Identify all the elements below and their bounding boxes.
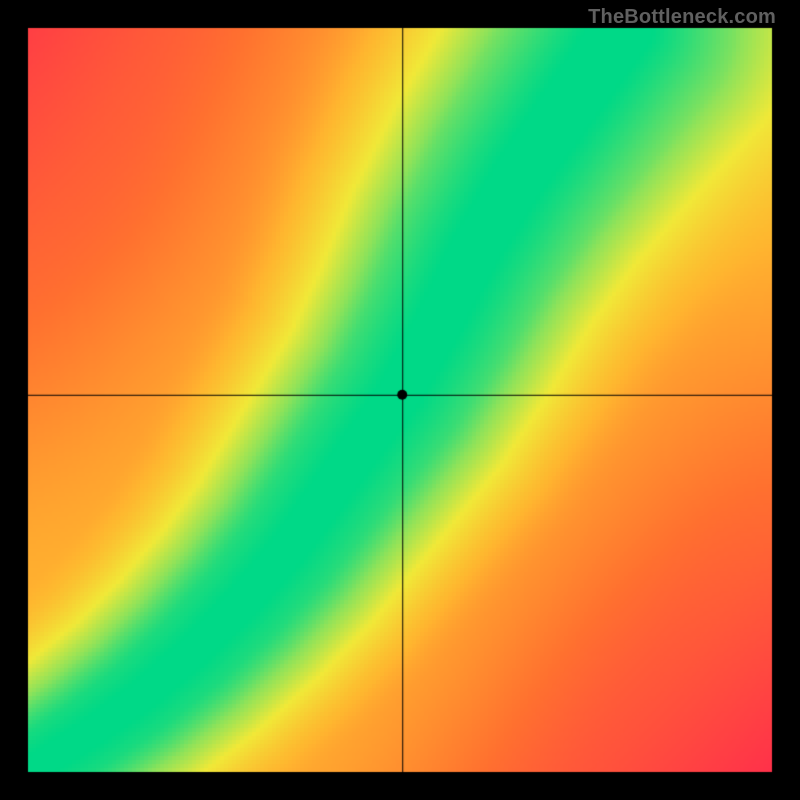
watermark-text: TheBottleneck.com (588, 6, 776, 29)
chart-container: TheBottleneck.com (0, 0, 800, 800)
bottleneck-heatmap (0, 0, 800, 800)
